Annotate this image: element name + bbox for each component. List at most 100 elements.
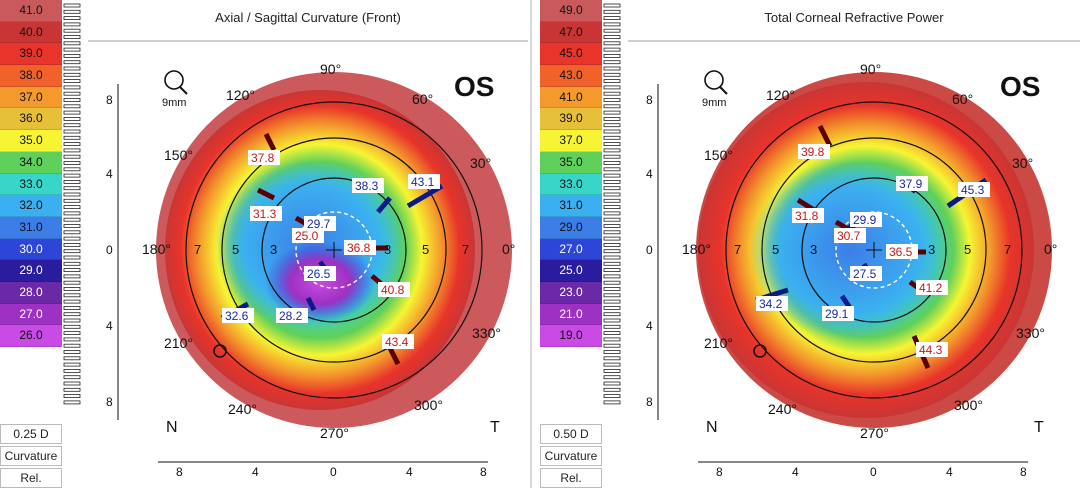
right-scale-tick: [603, 60, 621, 65]
left-scale-tick: [63, 249, 81, 254]
right-map-svg[interactable]: 8 4 0 4 8 8 4 0 4 8 90° 60° 30° 0° 330° …: [628, 0, 1080, 488]
left-y-tick: 4: [106, 167, 113, 181]
reading-label: 40.8: [381, 283, 405, 297]
right-scale-tick: [603, 274, 621, 279]
right-scale-row: 43.0: [540, 65, 602, 87]
angle-label-30: 30°: [470, 155, 491, 171]
zoom-icon[interactable]: [164, 70, 188, 95]
reading-label: 28.2: [279, 309, 303, 323]
right-scale-tick: [603, 129, 621, 134]
left-scale-tick: [63, 312, 81, 317]
left-scale-rows: 41.0 40.0 39.0 38.0 37.0 36.0 35.0 34.0 33.0 32.0…: [0, 0, 62, 347]
left-scale-row: 27.0: [0, 303, 62, 326]
angle-label-150: 150°: [164, 147, 193, 163]
right-scale-tick: [603, 387, 621, 392]
right-scale-tick: [603, 148, 621, 153]
left-scale-tick: [63, 274, 81, 279]
right-scale-tick: [603, 98, 621, 102]
left-scale-tick: [63, 343, 81, 348]
left-scale-tick: [63, 198, 81, 203]
right-scale-tick: [603, 47, 621, 52]
angle-label-240: 240°: [768, 401, 797, 417]
left-scale-tick: [63, 186, 81, 191]
right-scale-tick: [603, 217, 621, 222]
angle-label-150: 150°: [704, 147, 733, 163]
left-scale-tick: [63, 205, 81, 210]
left-scale-tick: [63, 148, 81, 153]
right-y-tick: 8: [646, 395, 653, 409]
ring-label: 3: [270, 242, 277, 257]
right-scale-row: 29.0: [540, 216, 602, 239]
left-map-svg[interactable]: 8 4 0 4 8 8 4 0 4 8 90° 60° 30° 0° 330° …: [88, 0, 528, 488]
angle-label-120: 120°: [226, 87, 255, 103]
ring-label: 3: [384, 242, 391, 257]
right-scale-tick: [603, 22, 621, 27]
right-scale-tick: [603, 79, 621, 83]
ring-label: 5: [422, 242, 429, 257]
reading-label: 36.5: [889, 245, 913, 259]
left-scale-tick: [63, 123, 81, 128]
left-scale-tick: [63, 381, 81, 386]
left-scale-tick: [63, 66, 81, 71]
right-scale-tick: [603, 9, 621, 14]
left-scale-ticks: [63, 3, 81, 405]
zoom-icon[interactable]: [704, 70, 728, 95]
left-map-panel[interactable]: Axial / Sagittal Curvature (Front): [88, 0, 528, 488]
right-scale-row: 23.0: [540, 281, 602, 304]
reading-label: 39.8: [801, 145, 825, 159]
right-step-label[interactable]: 0.50 D: [540, 424, 602, 444]
angle-label-30: 30°: [1012, 155, 1033, 171]
right-scale-tick: [603, 186, 621, 191]
ring-label: 3: [810, 242, 817, 257]
left-scale-tick: [63, 331, 81, 336]
right-readings: 39.8 37.9 45.3 31.8 29.9 30.7 36.5 27.5 …: [756, 144, 990, 357]
right-scale-tick: [603, 16, 621, 21]
left-scale-tick: [63, 318, 81, 323]
right-scale-tick: [603, 312, 621, 317]
left-scale-tick: [63, 305, 81, 310]
angle-label-0: 0°: [1044, 241, 1057, 257]
right-scale-tick: [603, 337, 621, 342]
right-x-tick: 8: [1020, 465, 1027, 479]
left-scale-tick: [63, 3, 81, 8]
left-scale-row: 41.0: [0, 0, 62, 22]
reading-label: 27.5: [853, 267, 877, 281]
left-step-label[interactable]: 0.25 D: [0, 424, 62, 444]
left-y-tick: 0: [106, 243, 113, 257]
right-scale-row: 35.0: [540, 151, 602, 174]
angle-label-300: 300°: [414, 397, 443, 413]
panel-divider: [530, 0, 532, 488]
left-scale-tick: [63, 28, 81, 33]
left-x-tick: 0: [330, 465, 337, 479]
right-scale-tick: [603, 236, 621, 241]
right-map-panel[interactable]: Total Corneal Refractive Power: [628, 0, 1080, 488]
left-x-tick: 4: [406, 465, 413, 479]
right-rel-label[interactable]: Rel.: [540, 468, 602, 488]
right-scale-tick: [603, 343, 621, 348]
right-scale-row: 27.0: [540, 238, 602, 261]
left-mode-label[interactable]: Curvature: [0, 446, 62, 466]
left-scale-row: 36.0: [0, 108, 62, 131]
left-readings: 37.8 38.3 43.1 31.3 29.7 25.0 36.8 26.5 …: [222, 150, 440, 349]
right-scale-tick: [603, 161, 621, 165]
reading-label: 36.8: [347, 241, 371, 255]
left-rel-label[interactable]: Rel.: [0, 468, 62, 488]
right-mode-label[interactable]: Curvature: [540, 446, 602, 466]
ring-label: 5: [772, 242, 779, 257]
angle-label-180: 180°: [682, 241, 711, 257]
right-x-tick: 4: [946, 465, 953, 479]
right-scale-tick: [603, 123, 621, 128]
ring-label: 5: [964, 242, 971, 257]
left-scale-tick: [63, 129, 81, 134]
right-y-tick: 8: [646, 93, 653, 107]
left-scale-tick: [63, 54, 81, 58]
right-scale-tick: [603, 299, 621, 304]
right-map-title: Total Corneal Refractive Power: [764, 10, 944, 25]
left-scale-tick: [63, 135, 81, 140]
right-scale-tick: [603, 104, 621, 109]
left-scale-tick: [63, 280, 81, 285]
left-scale-tick: [63, 142, 81, 147]
right-scale-tick: [603, 35, 621, 39]
left-scale-tick: [63, 167, 81, 172]
right-scale-tick: [603, 293, 621, 298]
